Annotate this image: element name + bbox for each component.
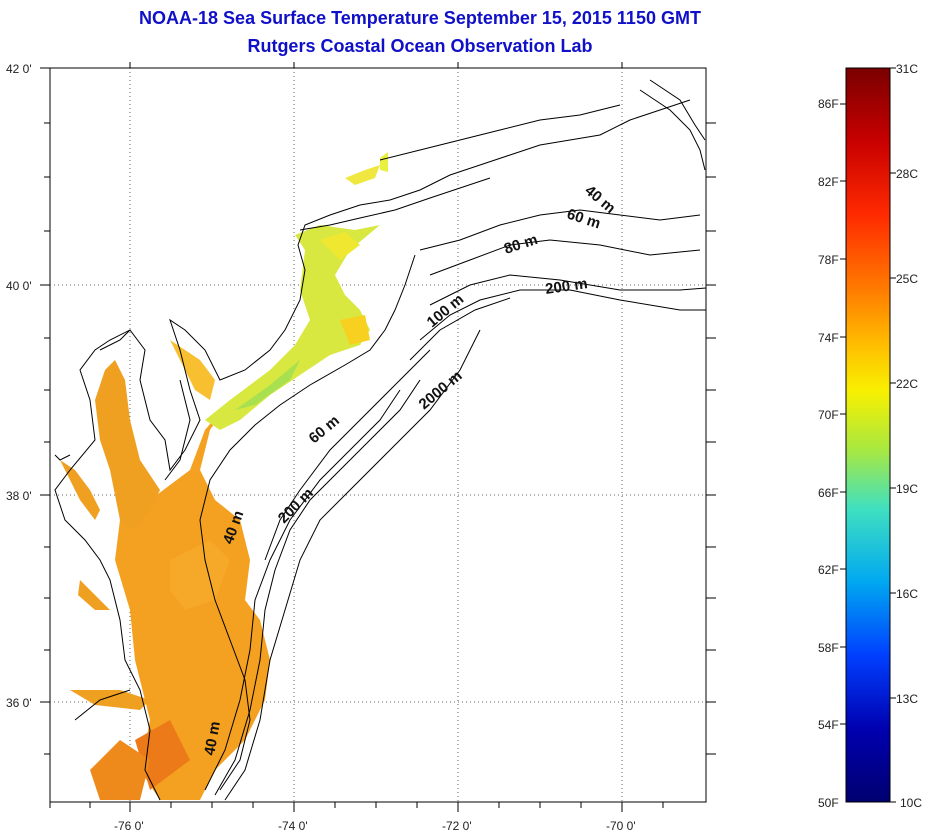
lat-label-36: 36 0': [6, 696, 32, 710]
cb-f-66: 66F: [818, 486, 839, 500]
longitude-labels: -76 0' -74 0' -72 0' -70 0': [114, 819, 636, 832]
lat-label-42: 42 0': [6, 62, 32, 76]
sst-data-layer: [60, 152, 388, 800]
colorbar-ticks: [840, 67, 896, 803]
cb-c-13: 13C: [896, 692, 918, 706]
colorbar: [845, 67, 891, 803]
cb-c-19: 19C: [896, 482, 918, 496]
lon-label-74: -74 0': [278, 819, 308, 832]
cb-f-62: 62F: [818, 563, 839, 577]
map-subtitle: Rutgers Coastal Ocean Observation Lab: [247, 36, 593, 56]
lon-label-72: -72 0': [442, 819, 472, 832]
cb-c-25: 25C: [896, 272, 918, 286]
bathymetry-contours: [204, 79, 707, 801]
latitude-labels: 42 0' 40 0' 38 0' 36 0': [6, 62, 32, 710]
cb-c-10: 10C: [900, 796, 922, 810]
depth-label-200m-north: 200 m: [544, 275, 588, 298]
colorbar-celsius-labels: 31C 28C 25C 22C 19C 16C 13C 10C: [896, 62, 922, 810]
tick-marks: [40, 62, 716, 812]
colorbar-fahrenheit-labels: 86F 82F 78F 74F 70F 66F 62F 58F 54F 50F: [818, 97, 839, 810]
cb-c-31: 31C: [896, 62, 918, 76]
lon-label-70: -70 0': [606, 819, 636, 832]
cb-c-22: 22C: [896, 377, 918, 391]
coastline: [54, 99, 691, 801]
cb-f-78: 78F: [818, 253, 839, 267]
cb-f-54: 54F: [818, 718, 839, 732]
lat-label-40: 40 0': [6, 279, 32, 293]
lat-label-38: 38 0': [6, 489, 32, 503]
cb-f-58: 58F: [818, 641, 839, 655]
cb-f-50: 50F: [818, 796, 839, 810]
cb-f-86: 86F: [818, 97, 839, 111]
cb-f-70: 70F: [818, 408, 839, 422]
cb-c-16: 16C: [896, 587, 918, 601]
graticule: [50, 68, 706, 802]
depth-label-40m-south: 40 m: [201, 720, 224, 757]
cb-f-74: 74F: [818, 331, 839, 345]
map-title: NOAA-18 Sea Surface Temperature Septembe…: [139, 8, 701, 28]
cb-f-82: 82F: [818, 175, 839, 189]
cb-c-28: 28C: [896, 167, 918, 181]
lon-label-76: -76 0': [114, 819, 144, 832]
